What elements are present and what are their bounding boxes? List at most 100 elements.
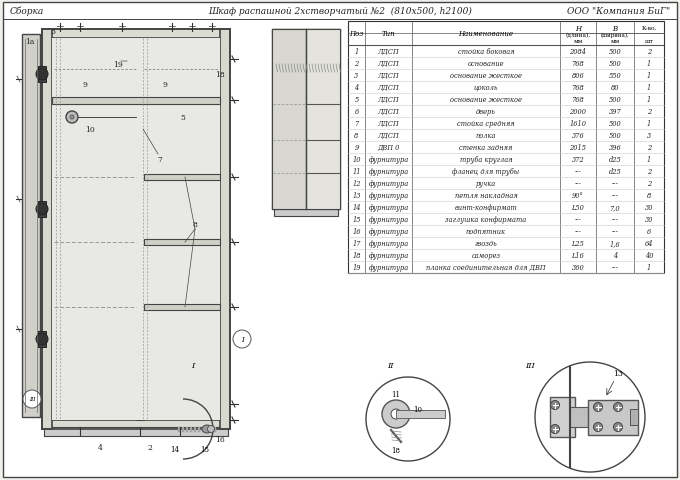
Bar (182, 427, 184, 432)
Text: 1: 1 (647, 84, 651, 92)
Text: 768: 768 (572, 84, 584, 92)
Text: винт-конфирмат: винт-конфирмат (455, 204, 517, 212)
Bar (198, 427, 200, 432)
Text: подпятник: подпятник (466, 228, 506, 236)
Text: 1: 1 (647, 96, 651, 104)
Text: ЛДСП: ЛДСП (377, 108, 399, 116)
Text: В: В (613, 24, 617, 33)
Text: 768: 768 (572, 96, 584, 104)
Text: 3: 3 (50, 28, 56, 36)
Text: I: I (191, 361, 194, 369)
Text: 17: 17 (352, 240, 361, 248)
Text: фурнитура: фурнитура (369, 228, 409, 236)
Bar (220, 30, 230, 429)
Text: 2015: 2015 (570, 144, 586, 152)
Bar (42, 30, 230, 429)
Text: шт: шт (645, 39, 653, 44)
Text: 7: 7 (158, 156, 163, 164)
Text: фурнитура: фурнитура (369, 264, 409, 271)
Text: 14: 14 (171, 445, 180, 453)
Text: 13: 13 (352, 192, 361, 200)
Bar (210, 427, 212, 432)
Text: основание жесткое: основание жесткое (450, 72, 522, 80)
Text: 1: 1 (647, 72, 651, 80)
Text: 16: 16 (215, 435, 225, 443)
Text: d25: d25 (609, 156, 622, 164)
Text: ---: --- (575, 228, 581, 236)
Text: 500: 500 (609, 60, 622, 68)
Text: III: III (525, 361, 535, 369)
Text: ---: --- (611, 264, 618, 271)
Text: 2: 2 (647, 180, 651, 188)
Text: 15: 15 (201, 445, 209, 453)
Text: заглушка конфирмата: заглушка конфирмата (445, 216, 526, 224)
Text: Сборка: Сборка (10, 6, 44, 16)
Text: петля накладная: петля накладная (455, 192, 517, 200)
Text: 5: 5 (181, 114, 186, 122)
Text: основание жесткое: основание жесткое (450, 96, 522, 104)
Text: 2: 2 (647, 48, 651, 56)
Text: 2084: 2084 (570, 48, 586, 56)
Circle shape (382, 400, 410, 428)
Text: ЛДСП: ЛДСП (377, 96, 399, 104)
Text: L25: L25 (572, 240, 584, 248)
Bar (136, 39, 144, 420)
Circle shape (594, 422, 602, 432)
Text: мм: мм (611, 39, 619, 44)
Text: фурнитура: фурнитура (369, 240, 409, 248)
Text: 10: 10 (352, 156, 361, 164)
Circle shape (594, 403, 602, 412)
Text: цоколь: цоколь (474, 84, 498, 92)
Text: 2: 2 (148, 443, 152, 451)
Text: 2: 2 (647, 108, 651, 116)
Bar (194, 427, 196, 432)
Text: Шкаф распашной 2хстворчатый №2  (810x500, h2100): Шкаф распашной 2хстворчатый №2 (810x500,… (208, 6, 472, 15)
Circle shape (366, 377, 450, 461)
Text: ЛДСП: ЛДСП (377, 84, 399, 92)
Bar (274, 210, 338, 216)
Text: ЛДСП: ЛДСП (377, 60, 399, 68)
Bar (144, 304, 220, 311)
Text: 2: 2 (647, 144, 651, 152)
Text: фланец для трубы: фланец для трубы (452, 168, 520, 176)
Text: Поз: Поз (350, 30, 364, 38)
Circle shape (391, 409, 401, 419)
Text: ДВП 0: ДВП 0 (377, 144, 400, 152)
Text: 1: 1 (354, 48, 358, 56)
Text: 10: 10 (85, 126, 95, 134)
Text: 8: 8 (192, 220, 197, 228)
Text: 12: 12 (352, 180, 361, 188)
Text: 19: 19 (352, 264, 361, 271)
Text: ---: --- (611, 192, 618, 200)
Text: 4: 4 (97, 443, 103, 451)
Text: 4: 4 (354, 84, 358, 92)
Text: 5: 5 (354, 96, 358, 104)
Text: 372: 372 (572, 156, 584, 164)
Text: 806: 806 (572, 72, 584, 80)
Text: 1: 1 (647, 264, 651, 271)
Text: ---: --- (575, 168, 581, 176)
Bar (550, 397, 575, 437)
Text: основание: основание (468, 60, 505, 68)
Text: саморез: саморез (471, 252, 500, 260)
Bar (396, 410, 445, 418)
Bar (588, 400, 638, 435)
Text: 13: 13 (613, 369, 623, 377)
Text: 11: 11 (392, 390, 401, 398)
Text: фурнитура: фурнитура (369, 204, 409, 212)
Text: 397: 397 (609, 108, 622, 116)
Bar (272, 30, 306, 210)
Text: Тип: Тип (381, 30, 395, 38)
Bar (306, 30, 340, 210)
Text: мм: мм (573, 39, 583, 44)
Bar (206, 427, 208, 432)
Text: 30: 30 (645, 216, 653, 224)
Text: 500: 500 (609, 96, 622, 104)
Text: 15: 15 (352, 216, 361, 224)
Text: дверь: дверь (476, 108, 496, 116)
Text: гвоздь: гвоздь (475, 240, 497, 248)
Text: 1610: 1610 (570, 120, 586, 128)
Text: I: I (241, 336, 243, 343)
Text: 2: 2 (354, 60, 358, 68)
Text: ЛДСП: ЛДСП (377, 72, 399, 80)
